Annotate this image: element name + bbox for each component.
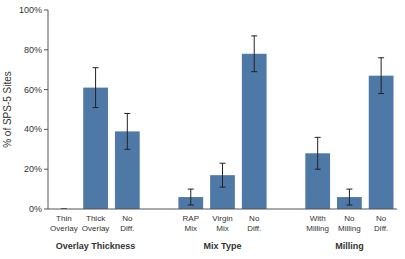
y-tick-label: 60% xyxy=(24,85,42,95)
x-tick-label: NoDiff. xyxy=(374,214,388,233)
x-tick-label: RAPMix xyxy=(183,214,199,233)
y-tick xyxy=(44,129,48,130)
x-tick-label: ThinOverlay xyxy=(50,214,78,233)
error-bar xyxy=(220,163,226,187)
y-axis-label: % of SPS-5 Sites xyxy=(2,71,13,148)
error-bar xyxy=(315,137,321,169)
error-bar xyxy=(124,113,130,149)
error-bar xyxy=(188,189,194,205)
x-tick-label: NoMilling xyxy=(338,214,361,233)
error-bar xyxy=(93,68,99,108)
chart: 0% 20% 40% 60% 80% 100% ThinOverlayThickOverla… xyxy=(0,0,405,259)
error-bar-line xyxy=(124,113,130,149)
y-tick xyxy=(44,209,48,210)
y-tick xyxy=(44,169,48,170)
error-bar xyxy=(346,189,352,205)
y-axis-line xyxy=(48,10,49,209)
x-tick-label: NoDiff. xyxy=(247,214,261,233)
error-bar xyxy=(251,36,257,72)
error-bar-line xyxy=(188,189,194,205)
x-axis-line xyxy=(48,209,397,210)
error-bar-line xyxy=(93,68,99,108)
x-tick-label: VirginMix xyxy=(212,214,232,233)
error-bar-line xyxy=(346,189,352,205)
plot-area xyxy=(61,36,394,209)
group-label: Overlay Thickness xyxy=(56,241,136,251)
y-tick xyxy=(44,10,48,11)
error-bar-line xyxy=(378,58,384,94)
error-bar-line xyxy=(251,36,257,72)
group-label: Milling xyxy=(335,241,364,251)
chart-container: 0% 20% 40% 60% 80% 100% ThinOverlayThickOverla… xyxy=(0,0,405,259)
y-tick-label: 80% xyxy=(24,45,42,55)
error-bar xyxy=(378,58,384,94)
y-tick-label: 100% xyxy=(19,5,42,15)
y-tick-label: 0% xyxy=(29,204,42,214)
group-label: Mix Type xyxy=(204,241,242,251)
y-tick xyxy=(44,49,48,50)
y-tick-label: 20% xyxy=(24,164,42,174)
error-bar-line xyxy=(315,137,321,169)
y-tick xyxy=(44,89,48,90)
x-tick-label: ThickOverlay xyxy=(82,214,110,233)
bar xyxy=(369,76,394,209)
y-tick-label: 40% xyxy=(24,124,42,134)
x-tick-label: NoDiff. xyxy=(120,214,134,233)
x-tick-label: WithMilling xyxy=(306,214,329,233)
bar xyxy=(242,54,267,209)
error-bar-line xyxy=(220,163,226,187)
